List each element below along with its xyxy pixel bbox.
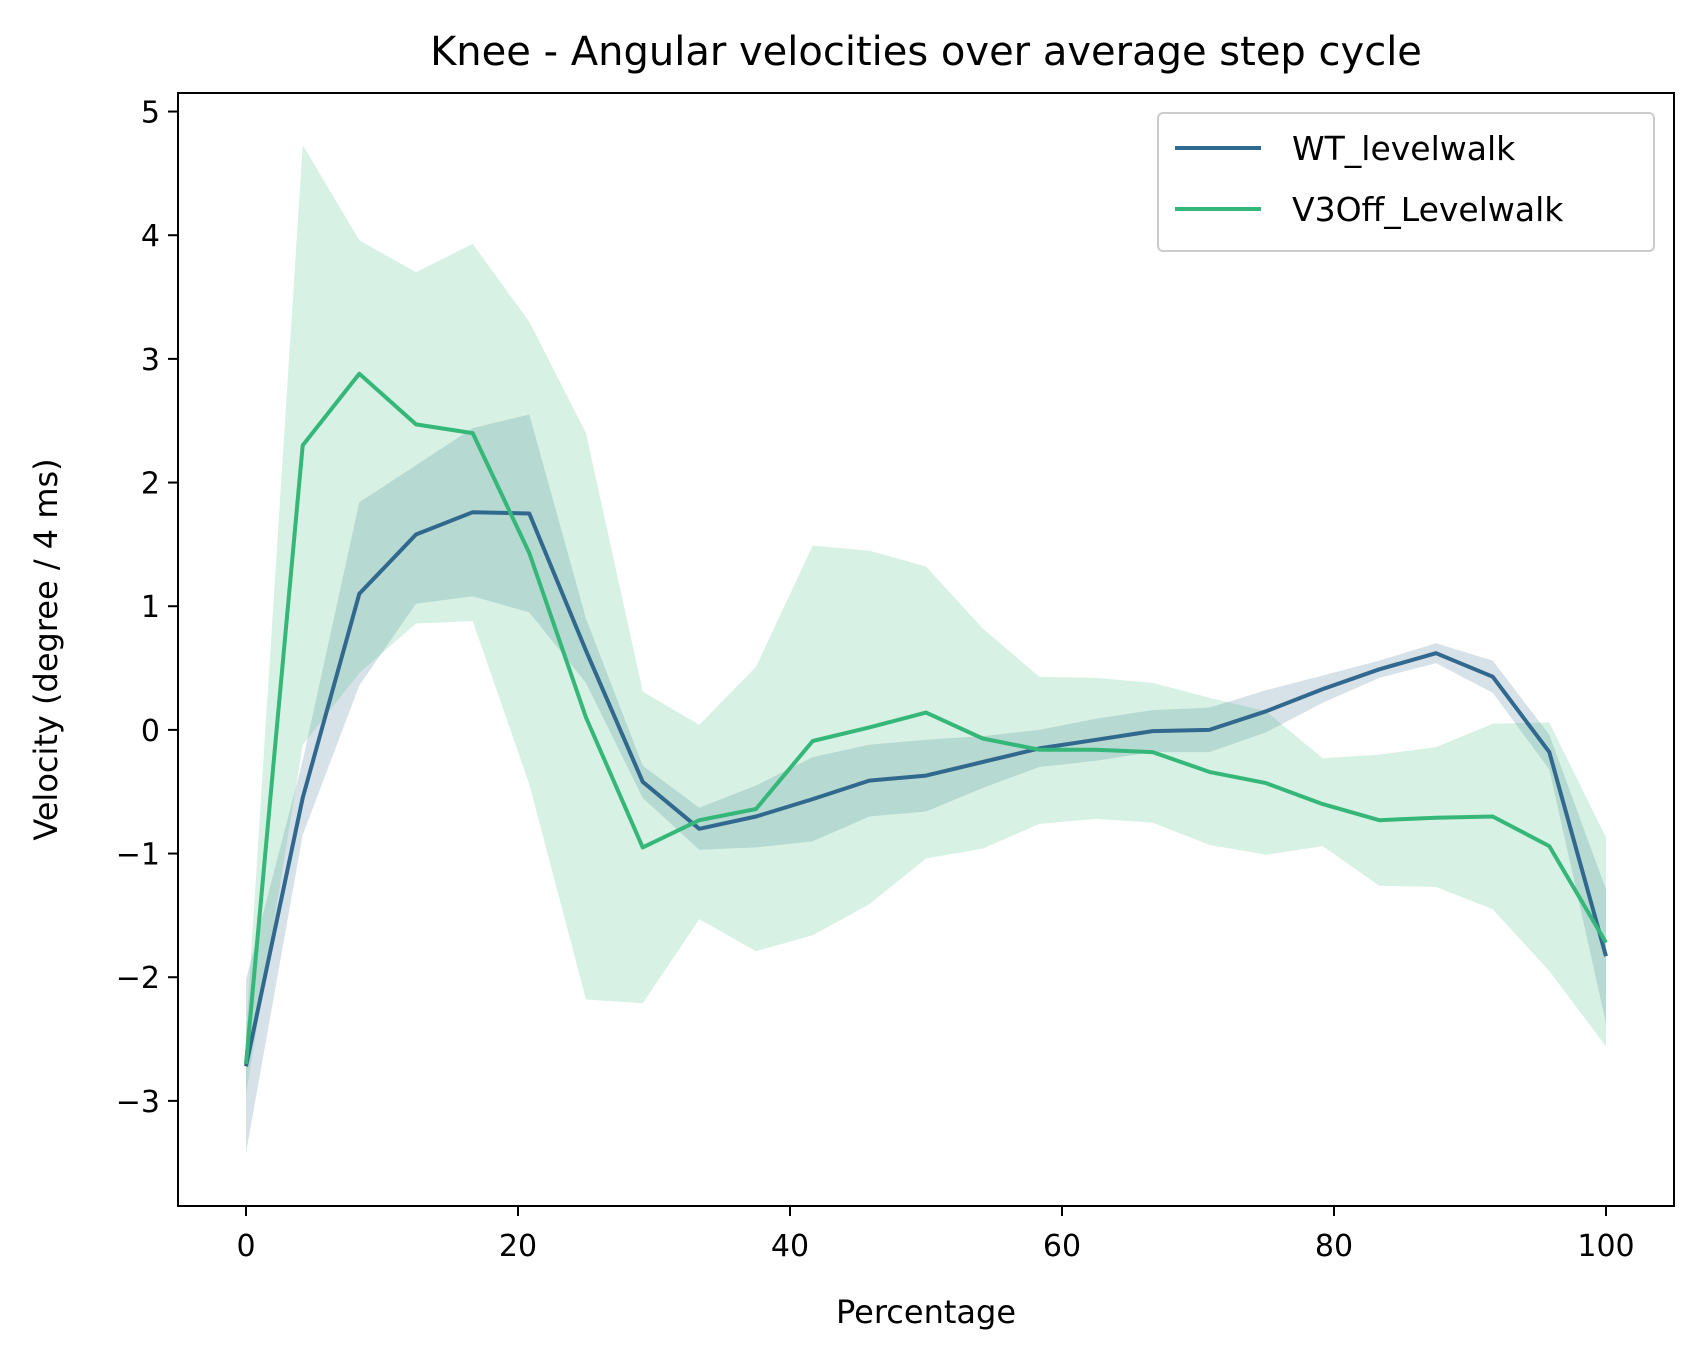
series-line-1 (244, 510, 1608, 1067)
legend-label-1: WT_levelwalk (1292, 129, 1516, 168)
x-tick-label: 20 (499, 1229, 537, 1264)
y-tick-label: 3 (141, 343, 160, 378)
y-axis: −3 −2 −1 0 1 2 3 4 5 (116, 96, 178, 1120)
x-tick-label: 80 (1315, 1229, 1353, 1264)
y-tick-label: 1 (141, 590, 160, 625)
y-tick-label: −3 (116, 1085, 160, 1120)
y-tick-label: −1 (116, 838, 160, 873)
y-tick-label: 2 (141, 467, 160, 502)
x-tick-label: 60 (1043, 1229, 1081, 1264)
chart-title: Knee - Angular velocities over average s… (430, 29, 1422, 75)
x-axis-title: Percentage (836, 1293, 1016, 1331)
legend: WT_levelwalk V3Off_Levelwalk (1157, 112, 1655, 252)
x-tick-label: 40 (771, 1229, 809, 1264)
series-band-1 (246, 414, 1606, 1153)
plot-area-frame (177, 92, 1675, 1207)
y-tick-label: −2 (116, 961, 160, 996)
y-axis-title: Velocity (degree / 4 ms) (27, 458, 65, 840)
x-tick-label: 0 (236, 1229, 255, 1264)
y-tick-label: 0 (141, 714, 160, 749)
y-tick-label: 4 (141, 219, 160, 254)
legend-box (1157, 112, 1655, 252)
series-band-2 (246, 144, 1606, 1095)
x-tick-label: 100 (1577, 1229, 1634, 1264)
y-tick-label: 5 (141, 96, 160, 131)
series-line-2 (244, 371, 1608, 1064)
x-axis: 0 20 40 60 80 100 (236, 1206, 1635, 1264)
legend-label-2: V3Off_Levelwalk (1292, 190, 1564, 229)
series-lines (244, 371, 1608, 1067)
confidence-bands (246, 144, 1606, 1153)
